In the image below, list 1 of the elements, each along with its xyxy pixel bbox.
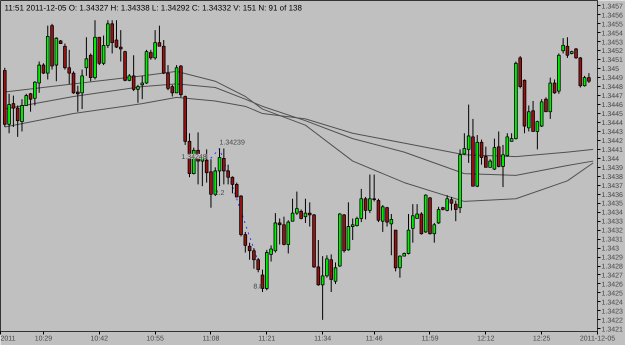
chart-title: 11:51 2011-12-05 O: 1.34327 H: 1.34338 L: 1.34292 C: 1.34332 V: 151 N: 91 of 138 xyxy=(4,4,302,12)
